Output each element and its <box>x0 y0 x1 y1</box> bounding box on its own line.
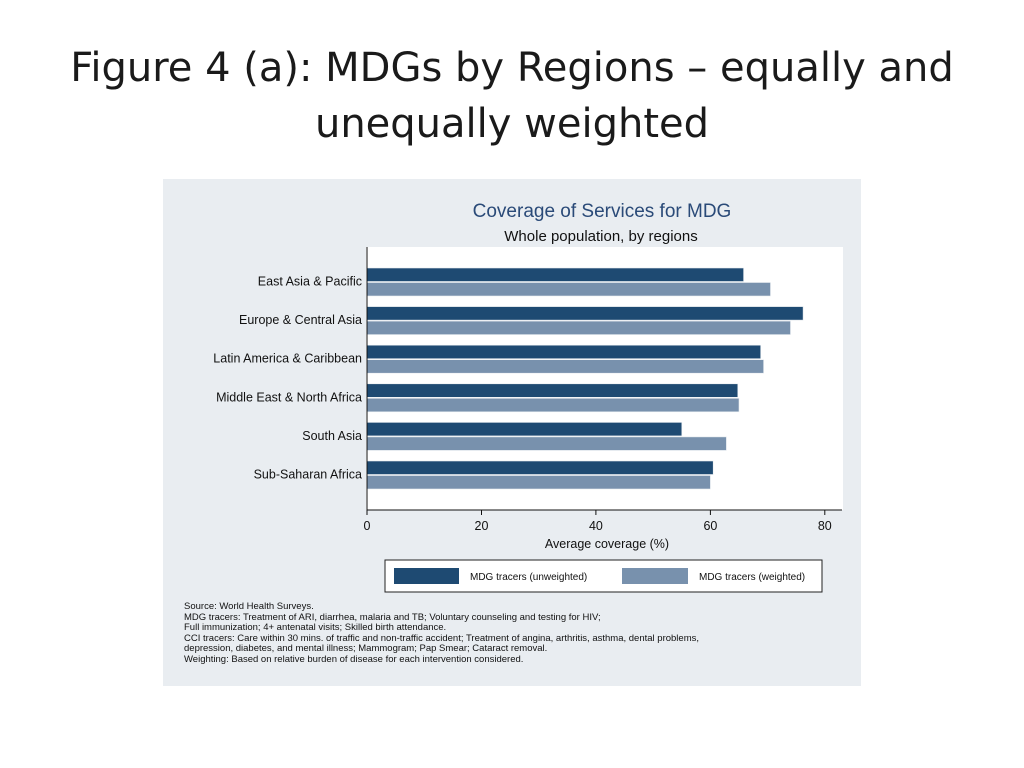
note-line: Full immunization; 4+ antenatal visits; … <box>184 622 447 633</box>
note-line: CCI tracers: Care within 30 mins. of tra… <box>184 632 699 644</box>
legend-swatch-weighted <box>622 568 688 584</box>
bar-weighted <box>366 282 771 297</box>
legend-label-unweighted: MDG tracers (unweighted) <box>470 572 587 583</box>
category-label: Europe & Central Asia <box>239 313 362 327</box>
bar-weighted <box>366 475 711 490</box>
x-tick-label: 0 <box>364 519 371 533</box>
x-tick-label: 80 <box>818 519 832 533</box>
category-label: Latin America & Caribbean <box>213 352 362 366</box>
bar-unweighted <box>366 344 762 359</box>
x-tick-label: 60 <box>703 519 717 533</box>
bar-weighted <box>366 359 764 374</box>
chart-subtitle: Whole population, by regions <box>504 228 697 245</box>
note-line: depression, diabetes, and mental illness… <box>184 643 548 654</box>
x-axis-label: Average coverage (%) <box>545 537 669 551</box>
bar-unweighted <box>366 422 683 437</box>
note-line: MDG tracers: Treatment of ARI, diarrhea,… <box>184 611 601 623</box>
legend-label-weighted: MDG tracers (weighted) <box>699 572 805 583</box>
slide-title: Figure 4 (a): MDGs by Regions – equally … <box>0 40 1024 152</box>
category-label: Middle East & North Africa <box>216 390 362 404</box>
x-ticks: 0 20 40 60 80 <box>364 510 832 533</box>
bar-unweighted <box>366 383 739 398</box>
legend-swatch-unweighted <box>394 568 459 584</box>
category-label: Sub-Saharan Africa <box>254 468 362 482</box>
bar-unweighted <box>366 306 804 321</box>
bar-unweighted <box>366 267 744 282</box>
x-tick-label: 40 <box>589 519 603 533</box>
bar-weighted <box>366 398 740 413</box>
slide-title-line-1: Figure 4 (a): MDGs by Regions – equally … <box>70 45 954 91</box>
bar-unweighted <box>366 460 714 475</box>
note-line: Weighting: Based on relative burden of d… <box>184 653 524 665</box>
chart-title: Coverage of Services for MDG <box>473 201 732 222</box>
bar-weighted <box>366 320 791 335</box>
category-labels: East Asia & Pacific Europe & Central Asia… <box>213 275 362 482</box>
bar-weighted <box>366 436 727 451</box>
chart-svg: Coverage of Services for MDG Whole popul… <box>213 201 843 593</box>
x-tick-label: 20 <box>475 519 489 533</box>
legend: MDG tracers (unweighted) MDG tracers (we… <box>384 559 823 593</box>
note-line: Source: World Health Surveys. <box>184 601 314 612</box>
slide-title-line-2: unequally weighted <box>314 101 710 147</box>
axes <box>366 247 842 511</box>
source-notes: Source: World Health Surveys. MDG tracer… <box>184 601 844 665</box>
chart-figure: Coverage of Services for MDG Whole popul… <box>163 179 861 686</box>
category-label: South Asia <box>302 429 362 443</box>
category-label: East Asia & Pacific <box>258 275 362 289</box>
